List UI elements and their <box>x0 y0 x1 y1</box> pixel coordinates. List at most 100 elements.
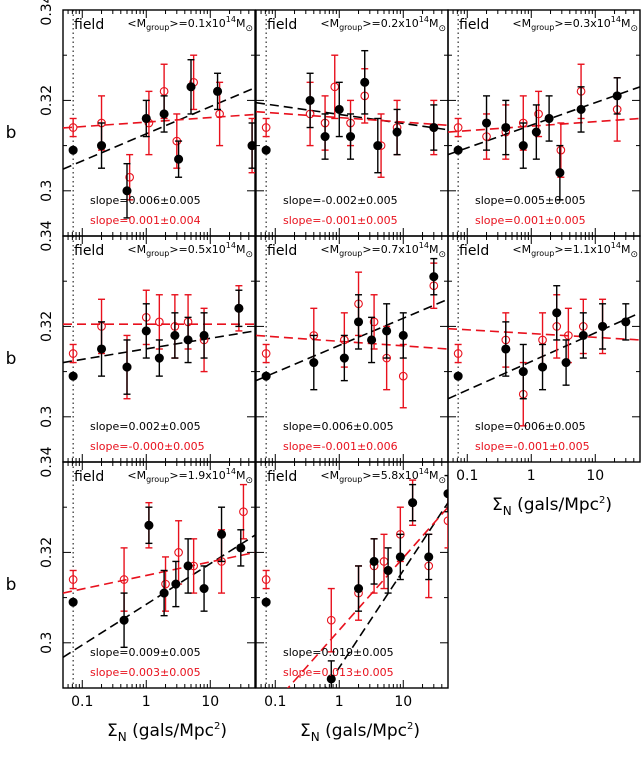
panel-7-data <box>63 483 255 658</box>
panel-8-black-point-7-marker <box>443 489 448 499</box>
panel-7-black-point-6-marker <box>216 529 227 539</box>
panel-8-frame <box>255 461 449 689</box>
panel-2-black-point-7-marker <box>429 122 439 133</box>
panel-8-xtick-label: 10 <box>394 694 412 710</box>
panel-7-title: <Mgroup>=1.9x1014M⊙ <box>127 467 253 486</box>
panel-2-black-point-1-marker <box>320 132 330 142</box>
panel-5-data <box>256 257 448 409</box>
panel-8-xtick-label: 1 <box>335 694 344 710</box>
panel-2-field-label: field <box>267 17 297 33</box>
panel-1-red-point-3-marker <box>159 87 169 96</box>
labels-layer: b b b <box>6 123 17 595</box>
panel-1-black-point-6-marker <box>213 86 223 96</box>
panel-5-red-fit-line <box>256 334 448 350</box>
panel-7-frame <box>62 461 256 689</box>
panel-1-field-red-marker <box>68 123 78 132</box>
panel-7-xtick-label: 0.1 <box>71 694 93 710</box>
panel-7-slope-black: slope=0.009±0.005 <box>90 646 201 659</box>
panel-7-ytick-label: 0.32 <box>39 537 55 568</box>
panel-1-data <box>63 54 255 219</box>
panel-3-slope-red: slope=0.001±0.005 <box>475 214 586 227</box>
panels-layer: 0.3 0.32 0.34 field <Mgroup>=0.1x1014M⊙ slope… <box>39 0 641 744</box>
panel-2-black-point-5-marker <box>373 141 383 151</box>
panel-2-black-point-6-marker <box>392 127 402 137</box>
panel-6-red-fit-line <box>448 327 640 341</box>
panel-7: 0.3 0.32 0.34 0.1 1 10 ΣN (gals/Mpc2) field <Mgr… <box>39 446 256 744</box>
panel-7-red-fit-line <box>63 551 255 594</box>
panel-4-black-point-6-marker <box>199 330 209 340</box>
panel-3-black-fit-line <box>448 86 640 156</box>
panel-2-red-fit-line <box>256 110 448 127</box>
panel-4: 0.3 0.32 0.34 field <Mgroup>=0.5x1014M⊙ slope… <box>39 220 256 463</box>
panel-1-black-point-2-marker <box>141 113 151 124</box>
panel-5-red-point-5-marker <box>398 371 408 381</box>
panel-8-slope-red: slope=0.013±0.005 <box>283 666 394 679</box>
panel-3-black-point-1-marker <box>501 122 511 133</box>
panel-5-red-point-3-marker <box>369 317 379 327</box>
panel-4-black-point-2-marker <box>141 326 151 336</box>
panel-6-title: <Mgroup>=1.1x1014M⊙ <box>512 241 638 260</box>
panel-6-x-axis-label: ΣN (gals/Mpc2) <box>492 495 612 518</box>
panel-8-field-black-marker <box>261 597 271 607</box>
panel-2-data <box>256 49 448 178</box>
panel-7-x-axis-label: ΣN (gals/Mpc2) <box>107 721 227 744</box>
panel-2-slope-red: slope=-0.001±0.005 <box>283 214 398 227</box>
panel-7-ytick-label: 0.34 <box>39 446 55 477</box>
panel-3: field <Mgroup>=0.3x1014M⊙ slope=0.005±0.00… <box>447 9 641 237</box>
panel-8-x-axis-label: ΣN (gals/Mpc2) <box>300 721 420 744</box>
panel-3-black-point-5-marker <box>555 168 565 178</box>
panel-7-black-point-2-marker <box>159 588 169 598</box>
panel-8-black-point-4-marker <box>395 552 405 562</box>
panel-2-black-point-4-marker <box>360 77 370 87</box>
panel-7-field-label: field <box>74 469 104 485</box>
panel-8-black-point-0-marker <box>326 674 336 684</box>
panel-5-black-point-4-marker <box>382 326 392 336</box>
panel-4-title: <Mgroup>=0.5x1014M⊙ <box>127 241 253 260</box>
panel-4-black-point-7-marker <box>234 303 244 313</box>
panel-3-field-red-marker <box>453 123 463 132</box>
panel-4-ytick-label: 0.3 <box>39 406 55 428</box>
panel-3-red-fit-line <box>448 117 640 133</box>
panel-1-field-black-marker <box>68 145 78 155</box>
panel-8-black-point-2-marker <box>369 556 379 566</box>
panel-6-xtick-label: 0.1 <box>456 468 478 484</box>
panel-5-title: <Mgroup>=0.7x1014M⊙ <box>320 241 446 260</box>
panel-4-ytick-label: 0.32 <box>39 311 55 342</box>
panel-2-black-point-0-marker <box>305 95 315 105</box>
y-axis-label-row-2: b <box>6 349 17 369</box>
panel-7-red-point-6-marker <box>239 507 248 517</box>
panel-6-slope-red: slope=-0.001±0.005 <box>475 440 590 453</box>
panel-6-black-point-1-marker <box>518 367 528 377</box>
panel-5-black-point-0-marker <box>309 358 319 368</box>
panel-6-data <box>448 285 640 427</box>
panel-5-black-point-6-marker <box>429 272 439 282</box>
panel-3-black-point-3-marker <box>531 127 541 137</box>
panel-4-black-point-1-marker <box>122 362 132 372</box>
panel-1-black-point-7-marker <box>247 141 255 151</box>
panel-3-field-black-marker <box>453 145 463 155</box>
panel-6: 0.1 1 10 ΣN (gals/Mpc2) field <Mgroup>=1.1x10… <box>447 235 641 518</box>
panel-1-title: <Mgroup>=0.1x1014M⊙ <box>127 15 253 34</box>
panel-3-red-point-3-marker <box>534 109 543 119</box>
panel-8-black-point-5-marker <box>408 498 418 508</box>
panel-7-xtick-label: 10 <box>201 694 219 710</box>
panel-7-black-fit-line <box>63 534 255 658</box>
panel-2-red-point-2-marker <box>330 82 340 92</box>
panel-1-red-fit-line <box>63 113 255 129</box>
panel-1-ytick-label: 0.3 <box>39 180 55 202</box>
panel-2-field-black-marker <box>261 145 271 155</box>
panel-1-ytick-label: 0.32 <box>39 85 55 116</box>
panel-5-slope-black: slope=0.006±0.005 <box>283 420 394 433</box>
panel-4-black-fit-line <box>63 330 255 364</box>
panel-5-black-point-2-marker <box>353 317 364 327</box>
y-axis-label-row-1: b <box>6 123 17 143</box>
panel-3-black-point-6-marker <box>576 104 586 114</box>
panel-8: 0.1 1 10 ΣN (gals/Mpc2) field <Mgroup>=5.8x10… <box>255 461 449 744</box>
panel-8-black-point-1-marker <box>353 584 364 594</box>
panel-6-field-label: field <box>459 243 489 259</box>
panel-5-black-point-5-marker <box>398 330 408 340</box>
panel-7-black-point-7-marker <box>236 543 246 553</box>
panel-4-data <box>63 285 255 400</box>
panel-2-slope-black: slope=-0.002±0.005 <box>283 194 398 207</box>
